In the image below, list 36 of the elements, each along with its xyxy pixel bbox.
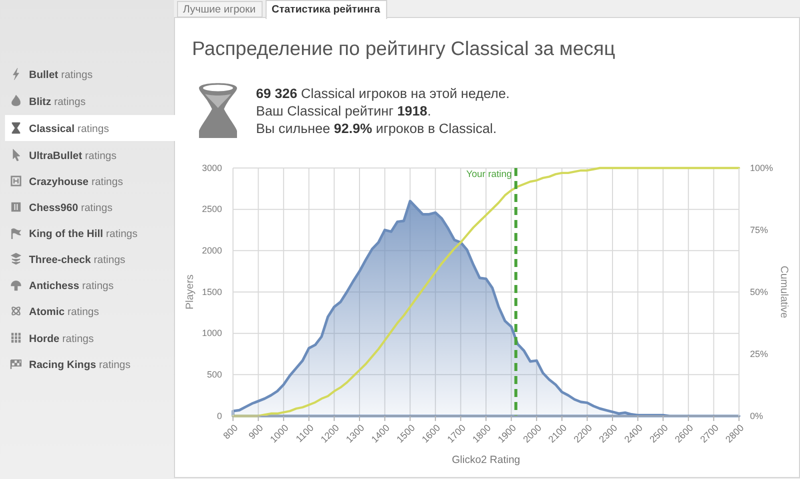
text: Racing Kings ratings [29,359,131,371]
text: Blitz ratings [29,96,86,108]
y-tick-label: 2500 [202,204,222,214]
text: Bullet ratings [29,69,93,81]
x-tick-label: 800 [221,422,240,442]
text: Three-check ratings [29,254,126,266]
text: Classical ratings [29,123,109,135]
text: King of the Hill ratings [29,228,138,240]
text: Antichess ratings [29,280,114,292]
text: Статистика рейтинга [272,4,380,16]
ref-line-label: Your rating [466,169,512,180]
y-tick-label: 500 [206,370,222,380]
y-tick-label: 1500 [202,286,222,297]
text: Chess960 ratings [29,202,112,214]
text: Horde ratings [29,333,94,345]
y2-tick-label: 100% [750,162,774,173]
y-tick-label: 3000 [202,162,222,173]
y2-tick-label: 0% [750,410,764,421]
y2-axis-title: Cumulative [778,266,790,318]
chart-title: Распределение по рейтингу Classical за месяц [192,38,616,60]
text: Crazyhouse ratings [29,176,123,188]
text: UltraBullet ratings [29,150,117,162]
y2-tick-label: 50% [750,286,768,297]
x-tick-label: 900 [246,422,266,442]
text: Лучшие игроки [183,4,256,16]
x-axis-title: Glicko2 Rating [452,454,520,466]
y-tick-label: 2000 [202,246,222,256]
y-tick-label: 0 [216,410,222,421]
text: 69 326 Classical игроков на этой неделе. [256,86,510,101]
text: Ваш Classical рейтинг 1918. [256,104,432,118]
y-tick-label: 1000 [202,328,222,338]
y2-tick-label: 75% [750,224,768,235]
text: Atomic ratings [29,306,100,318]
y-axis-title: Players [184,274,196,310]
y2-tick-label: 25% [750,348,768,359]
text: Вы сильнее 92.9% игроков в Classical. [256,121,497,136]
